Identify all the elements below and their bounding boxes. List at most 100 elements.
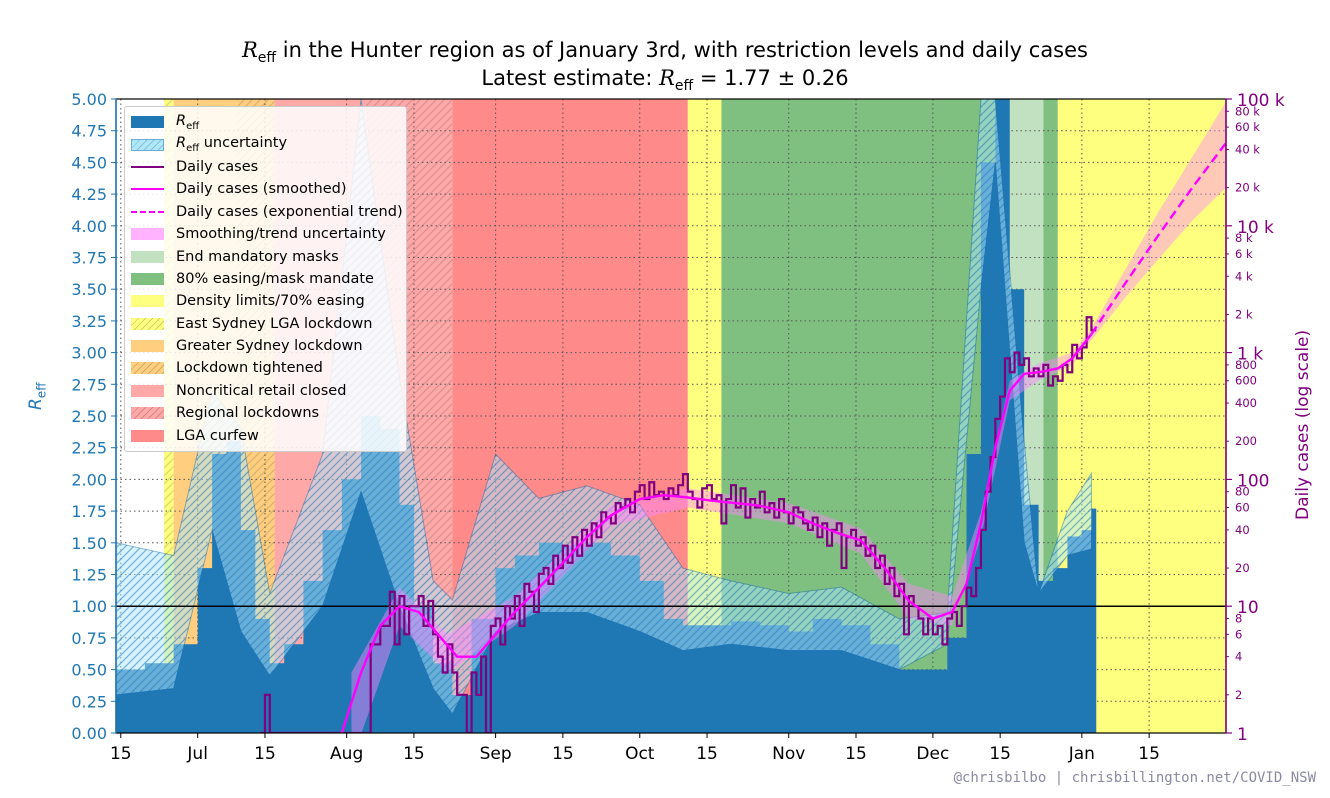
chart-title-line2: Latest estimate: Reff = 1.77 ± 0.26 [481, 66, 849, 95]
daily-cases-smoothed-line [340, 333, 1093, 733]
legend-swatch [131, 250, 164, 263]
legend-swatch [131, 188, 164, 191]
y-tick-label: 0.25 [71, 692, 107, 711]
legend-label: Lockdown tightened [176, 360, 323, 377]
y-tick-label: 1.00 [71, 597, 107, 616]
y2-minor-tick-label: 8 k [1235, 231, 1253, 245]
axes: 0.00 0.25 0.50 0.75 1.00 1.25 1.50 1.75 2.00 2.25… [71, 90, 1284, 764]
y-tick-label: 3.00 [71, 344, 107, 363]
legend-label: 80% easing/mask mandate [176, 270, 374, 287]
y2-minor-tick-label: 6 k [1235, 247, 1253, 261]
x-tick-label: Dec [916, 744, 949, 764]
y2-minor-tick-label: 4 k [1235, 269, 1253, 283]
y2-major-tick-label: 100 [1237, 471, 1269, 491]
y2-minor-tick-label: 4 [1235, 650, 1242, 664]
y2-minor-tick-label: 200 [1235, 434, 1257, 448]
legend-label: Density limits/70% easing [176, 293, 365, 310]
legend-swatch [131, 165, 164, 168]
y2-major-tick-label: 1 k [1237, 345, 1263, 365]
legend-swatch [131, 272, 164, 285]
y2-minor-tick-label: 80 [1235, 485, 1250, 499]
y-tick-label: 3.25 [71, 312, 107, 331]
x-tick-label: 15 [110, 744, 132, 764]
legend-label: Noncritical retail closed [176, 382, 347, 399]
legend-item: Daily cases [131, 156, 406, 178]
chart-legend: Reff Reff uncertainty Daily cases Daily cas… [124, 106, 407, 452]
y-tick-label: 3.75 [71, 249, 107, 268]
legend-item: 80% easing/mask mandate [131, 268, 406, 290]
y-tick-label: 1.75 [71, 502, 107, 521]
y2-major-tick-label: 1 [1237, 725, 1248, 745]
x-tick-label: 15 [845, 744, 867, 764]
x-tick-label: 15 [403, 744, 425, 764]
legend-label: Daily cases [176, 158, 259, 175]
y-tick-label: 0.75 [71, 629, 107, 648]
x-tick-label: Nov [772, 744, 805, 764]
x-tick-label: Sep [480, 744, 512, 764]
legend-swatch [131, 384, 164, 397]
y-tick-label: 5.00 [71, 90, 107, 109]
y2-minor-tick-label: 2 k [1235, 307, 1253, 321]
y2-minor-tick-label: 400 [1235, 396, 1257, 410]
y-axis-label: Reff [26, 382, 49, 410]
legend-swatch [131, 340, 164, 353]
legend-swatch [131, 407, 164, 420]
y2-minor-tick-label: 600 [1235, 374, 1257, 388]
legend-item: Reff [131, 111, 406, 133]
daily-cases-line [260, 316, 1097, 733]
y2-major-tick-label: 10 [1237, 598, 1259, 618]
y-tick-label: 2.75 [71, 375, 107, 394]
x-tick-label: Jul [186, 744, 208, 764]
legend-swatch [131, 116, 164, 129]
legend-label: End mandatory masks [176, 248, 339, 265]
legend-swatch [131, 317, 164, 330]
legend-label: Regional lockdowns [176, 405, 320, 422]
x-tick-label: Jan [1068, 744, 1095, 764]
chart-title-line1: Reff in the Hunter region as of January … [241, 38, 1088, 67]
y-tick-label: 4.50 [71, 153, 107, 172]
credit-text: @chrisbilbo | chrisbillington.net/COVID_… [953, 770, 1316, 786]
legend-label: Reff uncertainty [176, 135, 288, 155]
y2-major-tick-label: 100 k [1237, 91, 1285, 111]
legend-label: Daily cases (smoothed) [176, 181, 347, 198]
x-tick-label: Oct [625, 744, 655, 764]
y2-minor-tick-label: 60 [1235, 501, 1250, 515]
y-tick-label: 1.25 [71, 566, 107, 585]
y2-minor-tick-label: 800 [1235, 358, 1257, 372]
y-tick-label: 2.00 [71, 470, 107, 489]
legend-item: Regional lockdowns [131, 402, 406, 424]
y2-minor-tick-label: 8 [1235, 611, 1242, 625]
y-tick-label: 1.50 [71, 534, 107, 553]
y-tick-label: 2.50 [71, 407, 107, 426]
legend-swatch [131, 228, 164, 241]
y2-minor-tick-label: 40 k [1235, 142, 1260, 156]
legend-label: Smoothing/trend uncertainty [176, 226, 386, 243]
x-tick-label: 15 [1138, 744, 1160, 764]
y-tick-label: 3.50 [71, 280, 107, 299]
legend-label: Greater Sydney lockdown [176, 338, 363, 355]
y-tick-label: 4.25 [71, 185, 107, 204]
y-tick-label: 2.25 [71, 439, 107, 458]
y2-minor-tick-label: 2 [1235, 688, 1242, 702]
legend-item: End mandatory masks [131, 245, 406, 267]
legend-item: LGA curfew [131, 424, 406, 446]
legend-item: Reff uncertainty [131, 133, 406, 155]
y2-minor-tick-label: 20 k [1235, 181, 1260, 195]
legend-swatch [131, 210, 164, 213]
legend-label: Reff [176, 112, 200, 132]
legend-label: Daily cases (exponential trend) [176, 203, 403, 220]
legend-swatch [131, 138, 164, 151]
legend-label: East Sydney LGA lockdown [176, 315, 373, 332]
legend-item: Greater Sydney lockdown [131, 335, 406, 357]
y2-minor-tick-label: 6 [1235, 627, 1242, 641]
y2-minor-tick-label: 20 [1235, 561, 1250, 575]
reff-fill [116, 99, 1097, 733]
x-tick-label: 15 [696, 744, 718, 764]
legend-item: East Sydney LGA lockdown [131, 313, 406, 335]
y-tick-label: 4.75 [71, 122, 107, 141]
x-tick-label: 15 [254, 744, 276, 764]
legend-item: Lockdown tightened [131, 357, 406, 379]
y2-minor-tick-label: 80 k [1235, 104, 1260, 118]
legend-label: LGA curfew [176, 427, 259, 444]
legend-item: Daily cases (exponential trend) [131, 201, 406, 223]
